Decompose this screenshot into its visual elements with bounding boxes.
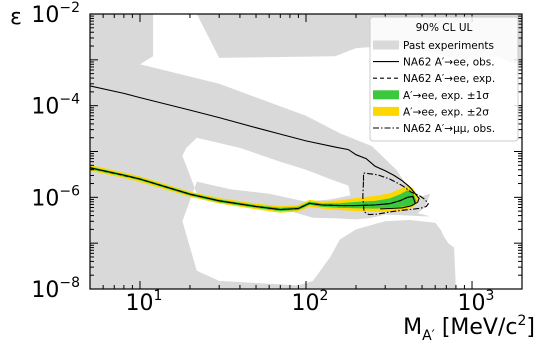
legend-title: 90% CL UL (416, 22, 473, 34)
x-tick-label: 101 (126, 288, 163, 316)
x-axis-label: MA′ [MeV/c2] (403, 313, 535, 344)
legend-item-a-ee-exp-2-label: A′→ee, exp. ±2σ (403, 106, 489, 118)
past-experiments-gap (182, 137, 451, 286)
legend-item-a-ee-exp-2: A′→ee, exp. ±2σ (373, 106, 489, 118)
legend-item-na62-a-ee-exp: NA62 A′→ee, exp. (373, 73, 495, 85)
legend-item-na62-a-obs-label: NA62 A′→μμ, obs. (403, 123, 495, 135)
axis-ticks (89, 13, 523, 290)
y-tick-label: 10−4 (31, 92, 80, 120)
y-tick-label: 10−6 (31, 183, 80, 211)
x-tick-label: 103 (458, 288, 495, 316)
legend-item-na62-a-ee-obs-label: NA62 A′→ee, obs. (403, 57, 495, 69)
na62-a-obs-line-0 (362, 172, 429, 216)
legend-item-past-experiments-label: Past experiments (403, 40, 494, 52)
legend: 90% CL UL Past experiments NA62 A′→ee, ob… (369, 16, 519, 142)
x-tick-label: 102 (292, 288, 329, 316)
na62-a-ee-obs-line-1 (90, 85, 420, 210)
legend-item-past-experiments-swatch (373, 40, 399, 50)
y-tick-label: 10−2 (31, 0, 80, 28)
na62-a-ee-obs-line-0 (90, 167, 416, 211)
legend-item-past-experiments: Past experiments (373, 40, 494, 52)
y-tick-label: 10−8 (31, 275, 80, 303)
axis-tick-labels: 101 102 103 10−8 10−6 10−4 10−2 (31, 0, 494, 316)
legend-item-na62-a-ee-exp-label: NA62 A′→ee, exp. (403, 73, 495, 85)
legend-item-a-ee-exp-1: A′→ee, exp. ±1σ (373, 90, 489, 102)
legend-item-na62-a-obs: NA62 A′→μμ, obs. (373, 123, 495, 135)
legend-item-na62-a-ee-obs: NA62 A′→ee, obs. (373, 57, 495, 69)
y-axis-label: ε (10, 5, 22, 30)
legend-item-a-ee-exp-1-label: A′→ee, exp. ±1σ (403, 90, 489, 102)
legend-item-a-ee-exp-2-swatch (373, 106, 399, 116)
plot-area (90, 14, 522, 289)
legend-box (369, 16, 519, 142)
legend-item-a-ee-exp-1-swatch (373, 90, 399, 100)
